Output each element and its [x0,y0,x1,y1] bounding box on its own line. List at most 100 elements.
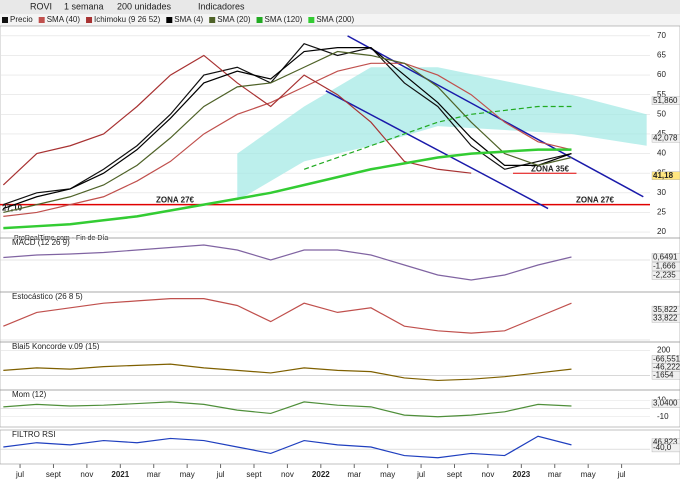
y-tick-label: 20 [657,227,666,236]
x-tick-label: nov [80,470,93,479]
legend-label: SMA (20) [217,15,251,24]
last-value-label: 3,0400 [653,399,678,408]
series-line [3,401,572,418]
units[interactable]: 200 unidades [117,1,172,11]
legend-swatch [308,17,315,23]
last-value-label: 33,822 [653,313,678,322]
x-tick-label: mar [147,470,161,479]
x-tick-label: 2021 [111,470,129,479]
channel-line [347,35,644,198]
y-tick-label: 55 [657,90,666,99]
series-line [3,42,572,206]
y-tick-label: 45 [657,129,666,138]
watermark: ProRealTime.com - Fin de Día [14,235,108,242]
last-value-label: 51,860 [653,96,678,105]
channel-line [325,90,549,210]
last-value-label: 0,6491 [653,253,678,262]
last-value-label: 42,078 [653,133,678,142]
legend-label: Precio [10,15,33,24]
y-tick-label: 50 [657,109,666,118]
y-tick-label: 25 [657,208,666,217]
legend-label: SMA (40) [47,15,81,24]
legend-label: Ichimoku (9 26 52) [94,15,161,24]
annotation: ZONA 27€ [156,196,194,205]
annotation: ZONA 27€ [576,196,614,205]
x-tick-label: may [581,470,596,479]
x-tick-label: mar [347,470,361,479]
x-tick-label: jul [416,470,425,479]
legend-swatch [166,17,173,23]
series-line [3,62,572,217]
x-tick-label: may [180,470,195,479]
panel-frame [0,237,680,293]
panel-title: MACD (12 26 9) [12,238,70,247]
value-box [651,271,680,280]
y-tick-label: 200 [657,345,671,354]
series-line [3,435,572,459]
annotation: 27,10 [2,204,23,213]
last-value-label: -40,0 [653,443,672,452]
y-tick-label: 70 [657,31,666,40]
legend-swatch [38,17,45,23]
panel-title: Mom (12) [12,390,47,399]
legend-label: SMA (120) [265,15,303,24]
legend-swatch [256,17,263,23]
value-box [651,371,680,380]
value-box [651,399,680,408]
legend-label: SMA (4) [174,15,203,24]
period[interactable]: 1 semana [64,1,104,11]
last-value-label: 35,822 [653,305,678,314]
panel-frame [0,389,680,428]
series-line [3,47,572,210]
annotation: ZONA 35€ [531,164,569,173]
x-tick-label: sept [246,470,262,479]
y-tick-label: 40 [657,149,666,158]
x-tick-label: mar [548,470,562,479]
x-tick-label: jul [617,470,626,479]
last-value-label: 41,18 [653,171,674,180]
x-tick-label: sept [447,470,463,479]
last-value-label: -2,235 [653,271,676,280]
value-box [651,443,680,453]
y-tick-label: 60 [657,70,666,79]
x-tick-label: sept [46,470,62,479]
y-tick-label: -10 [657,412,669,421]
x-tick-label: nov [481,470,494,479]
series-line [303,105,572,170]
x-tick-label: jul [15,470,24,479]
panel-frame [0,429,680,465]
last-value-label: 46,823 [653,438,678,447]
last-value-label: -66,551 [653,355,680,364]
panel-frame [0,341,680,391]
legend-swatch [209,17,216,23]
series-line [2,54,472,186]
symbol[interactable]: ROVI [30,1,52,11]
value-box [651,253,680,262]
toolbar [0,0,680,14]
legend-label: SMA (200) [316,15,354,24]
last-value-label: -1654 [653,370,674,379]
last-value-label: -1,666 [653,262,676,271]
panel-title: Blai5 Koncorde v.09 (15) [12,342,100,351]
series-line [3,244,572,281]
x-tick-label: 2022 [312,470,330,479]
y-tick-label: 65 [657,51,666,60]
series-line [3,363,572,382]
legend-swatch [2,17,8,23]
value-box [651,134,680,143]
panel-title: FILTRO RSI [12,430,55,439]
ichimoku-cloud [237,67,647,201]
y-tick-label: 30 [657,188,666,197]
panel-frame [0,291,680,343]
panel-title: Estocástico (26 8 5) [12,292,83,301]
x-tick-label: jul [216,470,225,479]
last-value-label: -46,222 [653,362,680,371]
series-line [3,50,572,214]
x-tick-label: 2023 [512,470,530,479]
value-box [651,314,680,323]
value-box [651,262,680,271]
value-box [651,96,680,106]
legend-swatch [86,17,93,23]
indicators[interactable]: Indicadores [198,1,245,11]
